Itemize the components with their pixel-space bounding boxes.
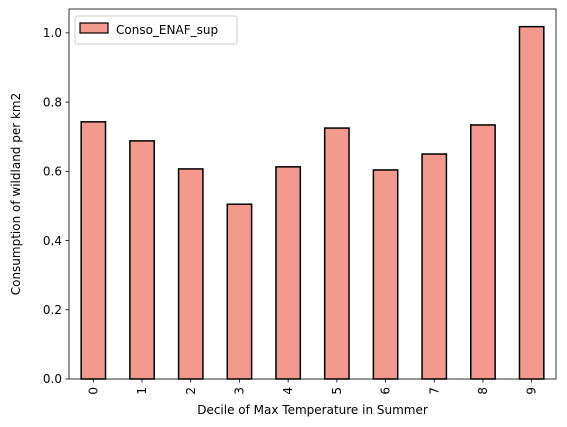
legend-box: [74, 15, 238, 45]
x-axis-ticks: 0 1 2 3 4 5 6 7 8 9: [86, 379, 539, 395]
bar-9: [518, 25, 545, 380]
y-tick-label: 1.0: [43, 26, 62, 40]
bar-2: [177, 168, 204, 380]
plot-frame: [68, 8, 557, 380]
bar-4: [275, 166, 302, 380]
x-tick-label: 6: [379, 387, 393, 395]
bar-6: [372, 169, 399, 380]
bar-1: [129, 140, 155, 380]
y-tick-label: 0.0: [43, 372, 62, 386]
bars-group: [80, 25, 545, 380]
x-tick-label: 9: [525, 387, 539, 395]
x-tick-label: 4: [281, 387, 295, 395]
x-tick-label: 2: [184, 387, 198, 395]
y-tick-label: 0.8: [43, 95, 62, 109]
x-tick-label: 3: [232, 387, 246, 395]
x-axis-label: Decile of Max Temperature in Summer: [197, 403, 428, 417]
legend-swatch: [79, 22, 109, 34]
legend: Conso_ENAF_sup: [74, 15, 238, 45]
x-tick-label: 1: [135, 387, 149, 395]
y-axis-label: Consumption of wildland per km2: [9, 93, 23, 296]
x-tick-label: 0: [86, 387, 100, 395]
x-tick-label: 8: [476, 387, 490, 395]
y-tick-label: 0.2: [43, 303, 62, 317]
bar-5: [323, 127, 350, 380]
bar-8: [470, 124, 496, 380]
y-tick-label: 0.4: [43, 234, 62, 248]
x-tick-label: 7: [427, 387, 441, 395]
bar-0: [80, 121, 107, 380]
legend-label: Conso_ENAF_sup: [116, 23, 218, 37]
y-axis-ticks: 0.0 0.2 0.4 0.6 0.8 1.0: [43, 26, 69, 386]
bar-7: [421, 153, 448, 380]
x-tick-label: 5: [330, 387, 344, 395]
y-tick-label: 0.6: [43, 165, 62, 179]
bar-3: [226, 203, 253, 380]
